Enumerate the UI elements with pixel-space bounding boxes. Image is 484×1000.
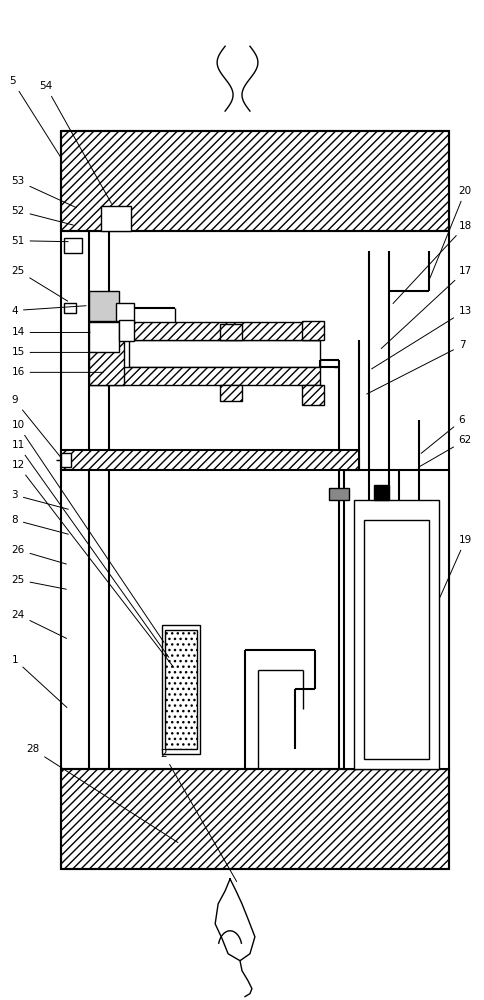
Bar <box>163 625 200 754</box>
Bar <box>64 238 82 253</box>
Text: 6: 6 <box>421 415 466 453</box>
Bar <box>64 303 76 313</box>
Bar <box>374 485 389 500</box>
Bar <box>89 322 124 385</box>
Bar <box>89 291 119 320</box>
Bar <box>330 488 349 500</box>
Text: 54: 54 <box>39 81 111 203</box>
Text: 24: 24 <box>11 610 66 638</box>
Bar <box>101 206 131 231</box>
Bar <box>119 320 134 341</box>
Text: 25: 25 <box>11 266 68 301</box>
Bar <box>345 470 449 769</box>
Bar <box>166 630 197 749</box>
Bar <box>61 450 359 470</box>
Text: 26: 26 <box>11 545 66 564</box>
Bar <box>116 303 134 320</box>
Text: 5: 5 <box>9 76 61 159</box>
Text: 52: 52 <box>11 206 73 225</box>
Text: 62: 62 <box>420 435 472 467</box>
Text: 4: 4 <box>11 306 86 316</box>
Text: 9: 9 <box>11 395 61 458</box>
Text: 8: 8 <box>11 515 68 534</box>
Text: 51: 51 <box>11 236 68 246</box>
Text: 12: 12 <box>11 460 174 667</box>
Text: 15: 15 <box>11 347 96 357</box>
Bar <box>61 453 71 467</box>
Text: 3: 3 <box>11 490 68 509</box>
Text: 1: 1 <box>11 655 67 708</box>
Text: 13: 13 <box>372 306 472 369</box>
Bar <box>89 367 319 385</box>
Text: 11: 11 <box>11 440 169 657</box>
Text: 28: 28 <box>26 744 178 843</box>
Text: 14: 14 <box>11 327 90 337</box>
Text: 25: 25 <box>11 575 66 589</box>
Bar <box>302 320 323 340</box>
Text: 20: 20 <box>430 186 472 278</box>
Text: 2: 2 <box>161 749 237 882</box>
Bar <box>129 340 319 367</box>
Text: 17: 17 <box>381 266 472 349</box>
Bar <box>89 322 319 340</box>
Bar <box>220 324 242 340</box>
Text: 53: 53 <box>11 176 76 208</box>
Text: 7: 7 <box>367 340 466 394</box>
Bar <box>61 131 449 231</box>
Text: 16: 16 <box>11 367 103 377</box>
Bar <box>61 769 449 869</box>
Bar <box>220 385 242 401</box>
Text: 19: 19 <box>440 535 472 597</box>
Text: 10: 10 <box>11 420 164 642</box>
Bar <box>89 322 119 352</box>
Bar <box>354 500 439 769</box>
Bar <box>302 385 323 405</box>
Text: 18: 18 <box>393 221 472 304</box>
Bar <box>364 520 429 759</box>
